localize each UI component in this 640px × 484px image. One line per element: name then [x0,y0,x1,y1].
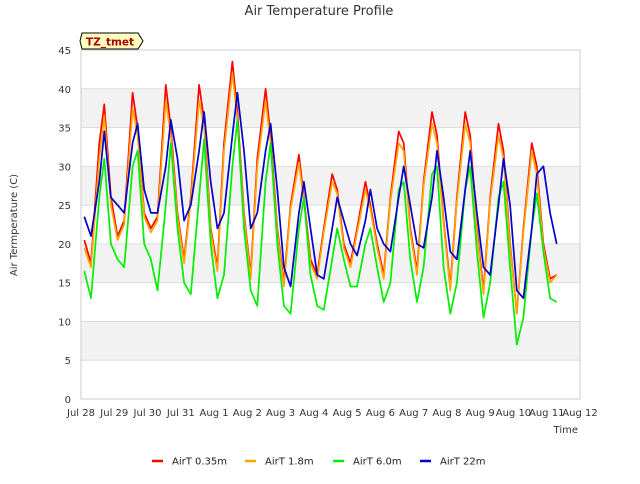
x-tick-label: Aug 1 [200,408,229,419]
chart-legend: AirT 0.35m AirT 1.8m AirT 6.0m AirT 22m [152,457,485,468]
x-tick-label: Aug 8 [432,408,461,419]
x-tick-label: Aug 6 [366,408,395,419]
series-line-airt-6-0m [83,118,558,346]
x-tick-label: Aug 12 [562,408,597,419]
x-tick-label: Aug 11 [529,408,564,419]
series-line-airt-1-8m [83,72,558,315]
y-tick-label: 5 [65,356,71,367]
x-tick-label: Jul 30 [133,408,162,419]
x-axis-ticks: Jul 28 Jul 29 Jul 30 Jul 31 Aug 1 Aug 2 Aug 3 A… [66,408,598,419]
plot-band [81,88,580,128]
y-tick-label: 0 [65,395,71,406]
x-tick-label: Jul 29 [99,408,128,419]
y-tick-label: 40 [58,85,71,96]
legend-label: AirT 22m [440,457,485,468]
y-tick-label: 15 [58,279,71,290]
plot-band [81,321,580,361]
y-tick-label: 10 [58,317,71,328]
x-tick-label: Aug 3 [266,408,295,419]
legend-label: AirT 0.35m [172,457,227,468]
y-tick-label: 20 [58,240,71,251]
legend-label: AirT 1.8m [265,457,314,468]
x-tick-label: Aug 10 [496,408,531,419]
legend-label: AirT 6.0m [353,457,402,468]
x-tick-label: Aug 2 [233,408,262,419]
y-tick-label: 45 [58,46,71,57]
x-tick-label: Aug 4 [299,408,328,419]
y-tick-label: 30 [58,162,71,173]
y-tick-label: 25 [58,201,71,212]
x-tick-label: Aug 9 [466,408,495,419]
x-tick-label: Aug 5 [333,408,362,419]
plot-frame [80,49,581,400]
site-label-badge: TZ_tmet [79,32,144,50]
y-axis-label: Air Termperature (C) [9,174,20,276]
x-tick-label: Jul 31 [166,408,195,419]
site-label-text: TZ_tmet [86,37,134,49]
x-tick-label: Aug 7 [399,408,428,419]
plot-band [81,243,580,283]
x-axis-label: Time [553,425,578,436]
x-tick-label: Jul 28 [66,408,95,419]
y-tick-label: 35 [58,124,71,135]
series-line-airt-22m [83,91,558,300]
site-label-box [79,32,144,50]
y-axis-ticks: 0 5 10 15 20 25 30 35 40 45 [58,46,71,406]
chart-title: Air Temperature Profile [245,4,394,19]
series-lines [83,60,558,346]
